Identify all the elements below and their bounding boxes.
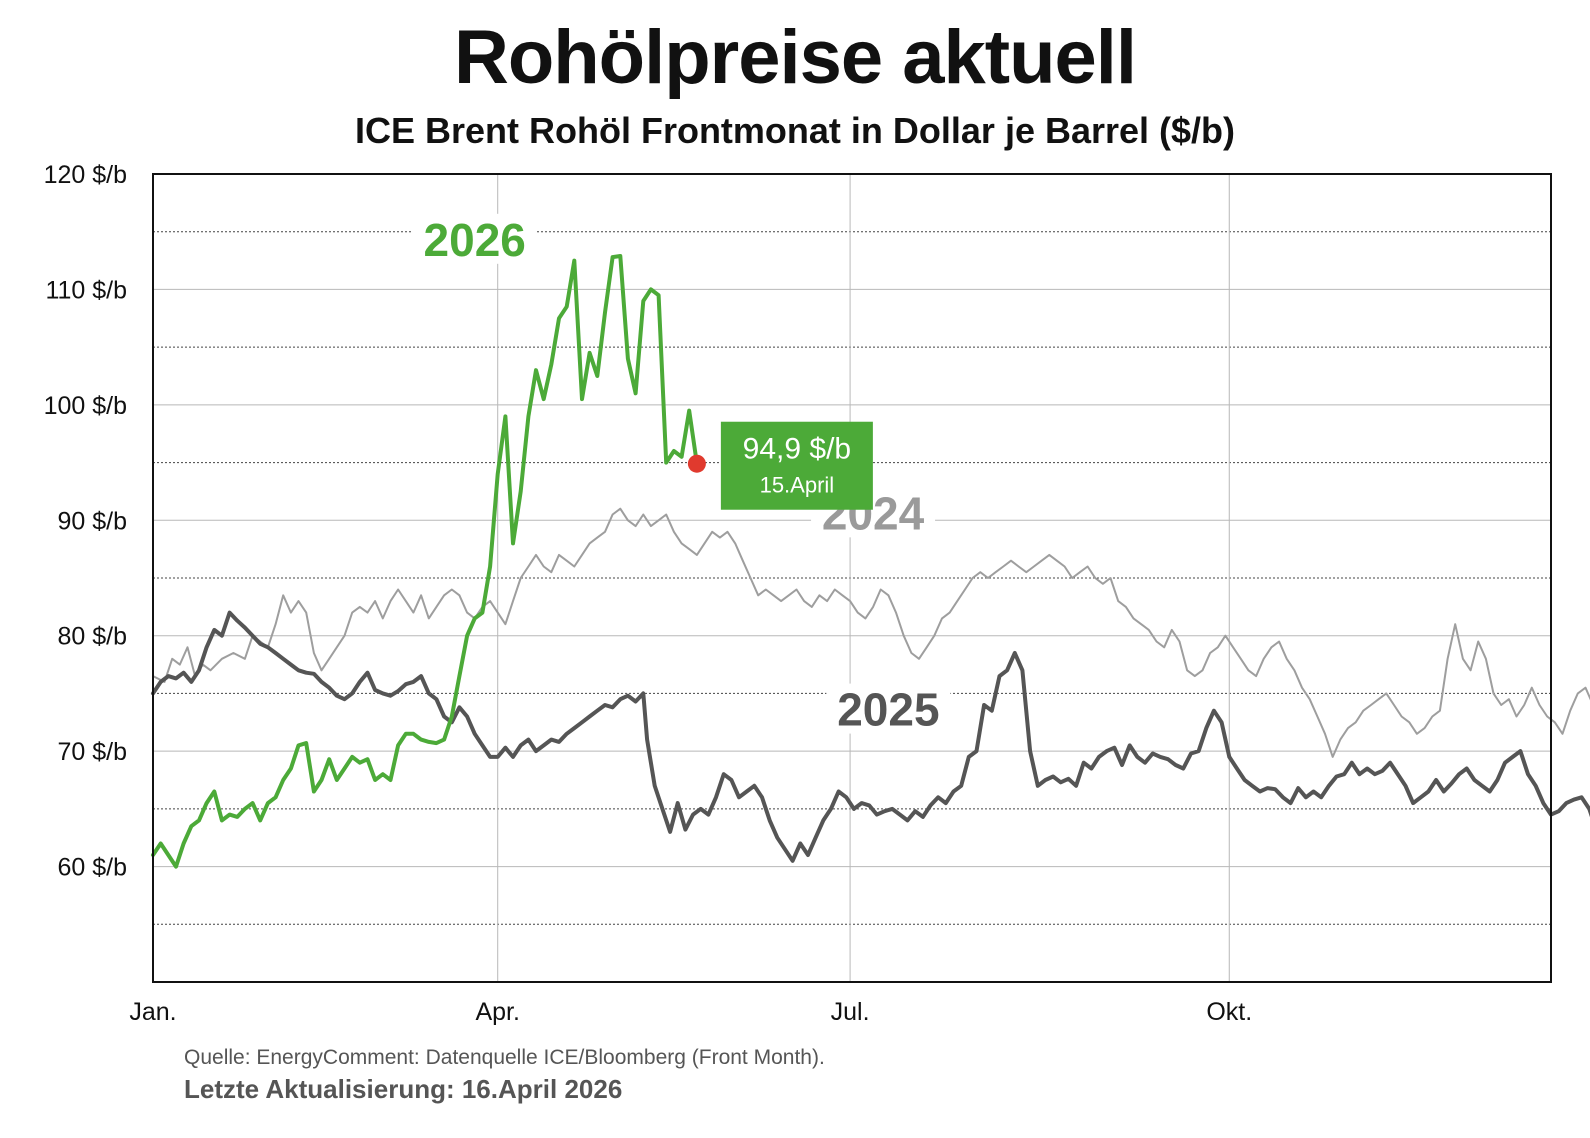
y-tick-label: 100 $/b bbox=[44, 392, 127, 420]
page-subtitle: ICE Brent Rohöl Frontmonat in Dollar je … bbox=[354, 110, 1236, 151]
x-tick-label: Jul. bbox=[831, 998, 870, 1026]
y-tick-label: 90 $/b bbox=[57, 507, 127, 535]
callout-date: 15.April bbox=[760, 473, 835, 498]
x-tick-label: Okt. bbox=[1206, 998, 1252, 1026]
series-lines bbox=[151, 254, 1590, 869]
callout-box bbox=[720, 421, 873, 510]
x-tick-label: Jan. bbox=[129, 998, 176, 1026]
y-tick-label: 70 $/b bbox=[57, 738, 127, 766]
x-axis: Jan. Apr. Jul. Okt. bbox=[129, 998, 1252, 1026]
y-axis: 60 $/b 70 $/b 80 $/b 90 $/b 100 $/b 110 $/b 12… bbox=[44, 161, 127, 882]
series-label-2026: 2026 bbox=[424, 214, 526, 266]
y-tick-label: 60 $/b bbox=[57, 854, 127, 882]
latest-price-marker bbox=[687, 454, 706, 473]
series-label-bg-2025 bbox=[826, 683, 951, 734]
series-line-2024 bbox=[152, 507, 1590, 758]
series-label-2025: 2025 bbox=[837, 684, 939, 736]
y-tick-label: 120 $/b bbox=[44, 161, 127, 189]
latest-price-callout: 94,9 $/b 15.April bbox=[687, 421, 873, 510]
plot-frame bbox=[152, 173, 1552, 983]
series-label-bg-2026 bbox=[412, 213, 537, 264]
series-line-2026 bbox=[151, 254, 699, 869]
y-tick-label: 80 $/b bbox=[57, 623, 127, 651]
page-title: Rohölpreise aktuell bbox=[453, 15, 1137, 100]
series-line-2025 bbox=[151, 610, 1590, 863]
source-note: Quelle: EnergyComment: Datenquelle ICE/B… bbox=[184, 1046, 825, 1069]
callout-value: 94,9 $/b bbox=[743, 433, 851, 466]
grid-lines bbox=[153, 174, 1551, 982]
x-tick-label: Apr. bbox=[475, 998, 519, 1026]
last-updated: Letzte Aktualisierung: 16.April 2026 bbox=[184, 1074, 623, 1104]
y-tick-label: 110 $/b bbox=[45, 276, 127, 304]
